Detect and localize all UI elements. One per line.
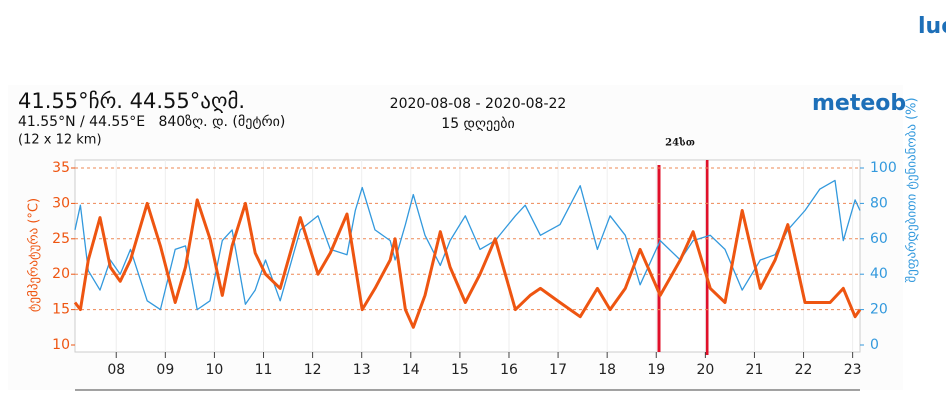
x-tick-label: 11 [255,362,273,378]
x-tick-label: 19 [647,362,665,378]
date-range: 2020-08-08 - 2020-08-22 [390,96,567,112]
x-tick-label: 14 [402,362,420,378]
x-tick-label: 20 [696,362,714,378]
logo: lue [918,14,946,39]
y2-tick-label: 60 [870,231,888,247]
y-tick-label: 35 [52,160,70,176]
y2-tick-label: 0 [870,337,879,353]
title: 41.55°ჩრ. 44.55°აღმ. [18,89,245,113]
y-tick-label: 20 [52,266,70,282]
days: 15 დღეები [441,116,514,132]
x-tick-label: 21 [746,362,764,378]
x-tick-label: 22 [795,362,813,378]
brand: meteob [812,91,906,116]
x-tick-label: 17 [549,362,567,378]
plot-area [74,159,861,353]
y-tick-label: 15 [52,302,70,318]
coords: 41.55°N / 44.55°E 840ზღ. დ. (მეტრი) [18,113,285,130]
grid-size: (12 x 12 km) [18,133,102,148]
series-line [74,179,861,311]
y2-tick-label: 20 [870,302,888,318]
series-line [73,198,862,329]
y-axis-label: ტემპერატურა (°C) [27,198,42,312]
y-tick-label: 25 [52,231,70,247]
x-tick-label: 09 [156,362,174,378]
y2-tick-label: 80 [870,195,888,211]
x-tick-label: 15 [451,362,469,378]
x-tick-label: 16 [500,362,518,378]
y-tick-label: 30 [52,195,70,211]
x-tick-label: 18 [598,362,616,378]
x-tick-label: 12 [304,362,322,378]
annotation: 24სთ [665,137,695,149]
x-tick-label: 08 [107,362,125,378]
y2-tick-label: 100 [870,160,897,176]
x-tick-label: 13 [353,362,371,378]
x-tick-label: 23 [844,362,862,378]
y2-tick-label: 40 [870,266,888,282]
y2-axis-label: შეფარდებითი ტენიანობა (%) [905,97,920,282]
y-tick-label: 10 [52,337,70,353]
x-tick-label: 10 [206,362,224,378]
